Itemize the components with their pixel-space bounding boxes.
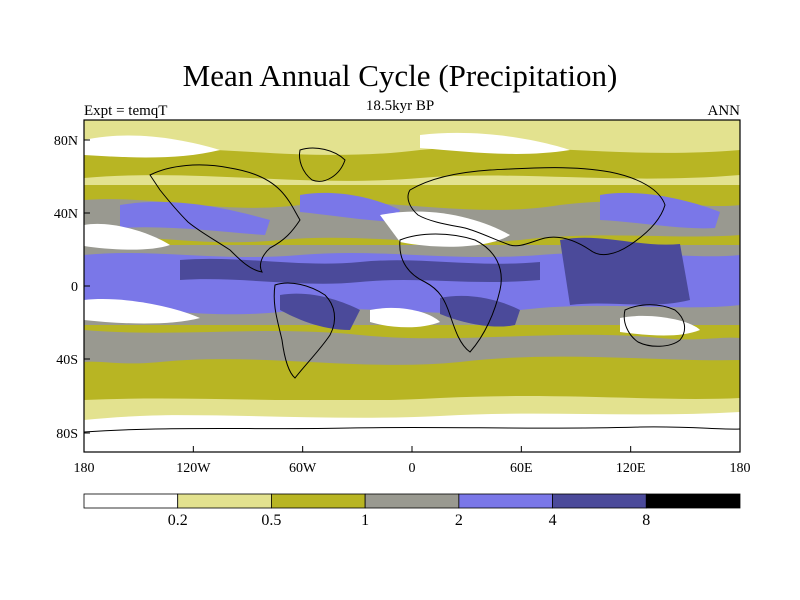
- field-pacific-storm-track: [120, 201, 270, 235]
- colorbar-label: 0.5: [261, 512, 281, 529]
- lat-tick-label: 80S: [56, 427, 78, 442]
- field-dry-sahara: [380, 211, 510, 247]
- colorbar-label: 4: [549, 512, 557, 529]
- latitude-axis: 80N 40N 0 40S 80S: [54, 134, 90, 442]
- colorbar-swatch: [552, 493, 647, 509]
- lon-tick-label: 180: [730, 461, 751, 476]
- field-dry-arctic: [84, 135, 220, 158]
- colorbar-swatch: [83, 493, 179, 509]
- coast-africa: [399, 233, 502, 353]
- colorbar-swatch: [177, 493, 272, 509]
- field-warmpool-dark: [560, 237, 690, 305]
- field-southern-ocean-light: [84, 396, 740, 418]
- field-band-south-gray: [84, 330, 740, 365]
- lon-tick-label: 60E: [510, 461, 533, 476]
- coast-antarctica: [84, 426, 740, 433]
- coast-north-america: [149, 164, 301, 273]
- colorbar-swatch: [364, 493, 460, 509]
- field-amazon-dark: [280, 293, 360, 330]
- precipitation-field: [84, 120, 740, 452]
- colorbar-swatch: [271, 493, 366, 509]
- field-dry-siberia: [420, 132, 570, 154]
- longitude-axis: 180 120W 60W 0 60E 120E 180: [74, 446, 751, 476]
- lat-tick-label: 40N: [54, 207, 78, 222]
- lon-tick-label: 120E: [616, 461, 646, 476]
- field-dry-ne-pacific: [84, 223, 170, 250]
- map-title: Mean Annual Cycle (Precipitation): [182, 58, 618, 93]
- field-dry-se-pacific: [84, 299, 200, 324]
- coast-greenland: [299, 147, 346, 182]
- experiment-label: Expt = temqT: [84, 103, 168, 119]
- colorbar-swatch: [458, 493, 553, 509]
- lon-tick-label: 0: [409, 461, 416, 476]
- colorbar-label: 1: [361, 512, 369, 529]
- field-dry-se-atlantic: [370, 307, 440, 328]
- colorbar-label: 8: [642, 512, 650, 529]
- field-atlantic-storm-track: [300, 192, 400, 222]
- field-congo-dark: [440, 295, 520, 327]
- coastlines: [84, 147, 740, 433]
- map-subtitle: 18.5kyr BP: [365, 98, 435, 114]
- lon-tick-label: 180: [74, 461, 95, 476]
- field-nw-pacific-storm-track: [600, 192, 720, 229]
- lat-tick-label: 0: [71, 280, 78, 295]
- coast-australia: [623, 304, 686, 347]
- field-itcz-dark: [180, 258, 540, 284]
- coast-eurasia: [407, 167, 666, 256]
- season-label: ANN: [707, 103, 741, 119]
- field-antarctica-dry: [84, 410, 740, 452]
- lat-tick-label: 40S: [56, 353, 78, 368]
- lon-tick-label: 60W: [289, 461, 317, 476]
- coast-south-america: [273, 282, 336, 379]
- lon-tick-label: 120W: [176, 461, 211, 476]
- colorbar-label: 2: [455, 512, 463, 529]
- colorbar-swatch: [645, 493, 741, 509]
- field-dry-australia: [620, 315, 700, 336]
- colorbar: 0.2 0.5 1 2 4 8: [83, 493, 741, 529]
- lat-tick-label: 80N: [54, 134, 78, 149]
- colorbar-label: 0.2: [168, 512, 188, 529]
